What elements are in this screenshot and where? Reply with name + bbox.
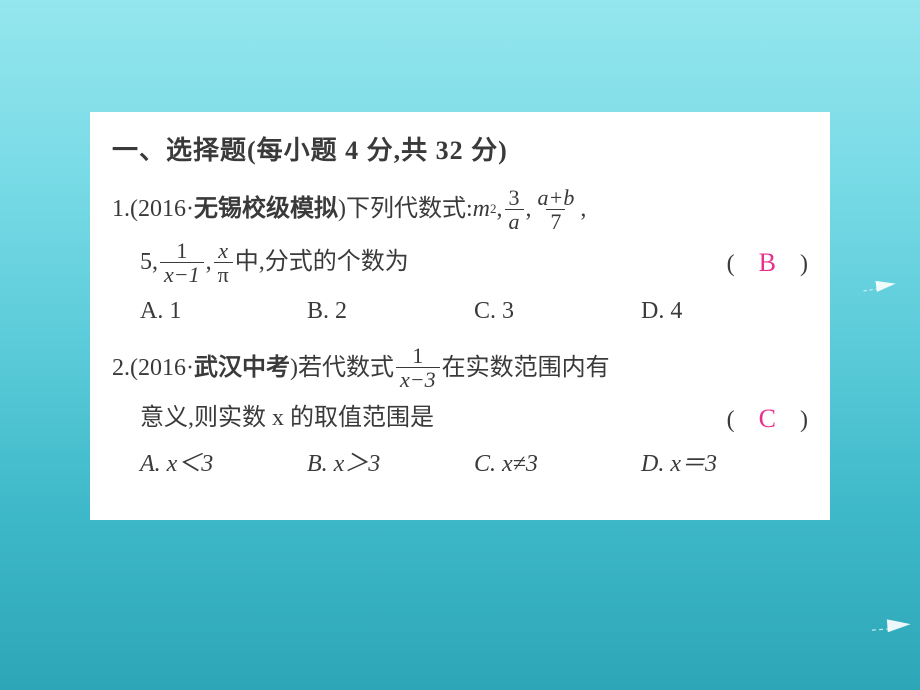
q2-answer-wrap: ( C ) [727, 398, 808, 440]
q1-m: m [473, 190, 490, 228]
q1-answer-wrap: ( B ) [727, 242, 808, 284]
q2-line2: 意义,则实数 x 的取值范围是 ( C ) [112, 398, 808, 440]
q1-five: 5, [140, 243, 158, 281]
q1-frac3: 1 x−1 [160, 239, 204, 286]
paper-plane-icon [875, 278, 896, 292]
q2-answer: C [759, 404, 776, 433]
q1-source-suffix: )下列代数式: [338, 190, 473, 228]
comma: , [580, 190, 586, 228]
q1-number: 1. [112, 190, 130, 228]
q2-option-c[interactable]: C. x≠3 [474, 445, 641, 483]
q2-option-d[interactable]: D. x＝3 [641, 445, 808, 483]
q1-options: A. 1 B. 2 C. 3 D. 4 [112, 292, 808, 330]
q2-number: 2. [112, 349, 130, 387]
paper-plane-icon [887, 618, 911, 633]
q1-line1: 1. (2016· 无锡校级模拟 )下列代数式: m2 , 3 a , a+b … [112, 186, 808, 233]
q1-answer: B [759, 248, 776, 277]
q2-source-suffix: )若代数式 [290, 349, 394, 387]
q1-tail: 中,分式的个数为 [235, 243, 409, 281]
q1-frac2: a+b 7 [534, 186, 579, 233]
q2-line2-text: 意义,则实数 x 的取值范围是 [140, 399, 434, 437]
q1-source: 无锡校级模拟 [194, 190, 338, 228]
q2-source: 武汉中考 [194, 349, 290, 387]
question-card: 一、选择题(每小题 4 分,共 32 分) 1. (2016· 无锡校级模拟 )… [90, 112, 830, 520]
q1-frac4: x π [214, 239, 233, 286]
q2-option-a[interactable]: A. x＜3 [140, 445, 307, 483]
comma: , [206, 243, 212, 281]
q1-option-c[interactable]: C. 3 [474, 292, 641, 330]
q2-options: A. x＜3 B. x＞3 C. x≠3 D. x＝3 [112, 445, 808, 483]
q2-line1: 2. (2016· 武汉中考 )若代数式 1 x−3 在实数范围内有 [112, 344, 808, 391]
q1-frac1: 3 a [505, 186, 524, 233]
q1-line2: 5, 1 x−1 , x π 中,分式的个数为 ( B ) [112, 239, 808, 286]
q1-option-d[interactable]: D. 4 [641, 292, 808, 330]
q1-option-a[interactable]: A. 1 [140, 292, 307, 330]
comma: , [526, 190, 532, 228]
q2-frac: 1 x−3 [396, 344, 440, 391]
comma: , [497, 190, 503, 228]
q2-tail: 在实数范围内有 [442, 349, 610, 387]
q2-option-b[interactable]: B. x＞3 [307, 445, 474, 483]
q1-option-b[interactable]: B. 2 [307, 292, 474, 330]
q1-source-prefix: (2016· [130, 190, 194, 228]
section-heading: 一、选择题(每小题 4 分,共 32 分) [112, 130, 808, 172]
q2-source-prefix: (2016· [130, 349, 194, 387]
